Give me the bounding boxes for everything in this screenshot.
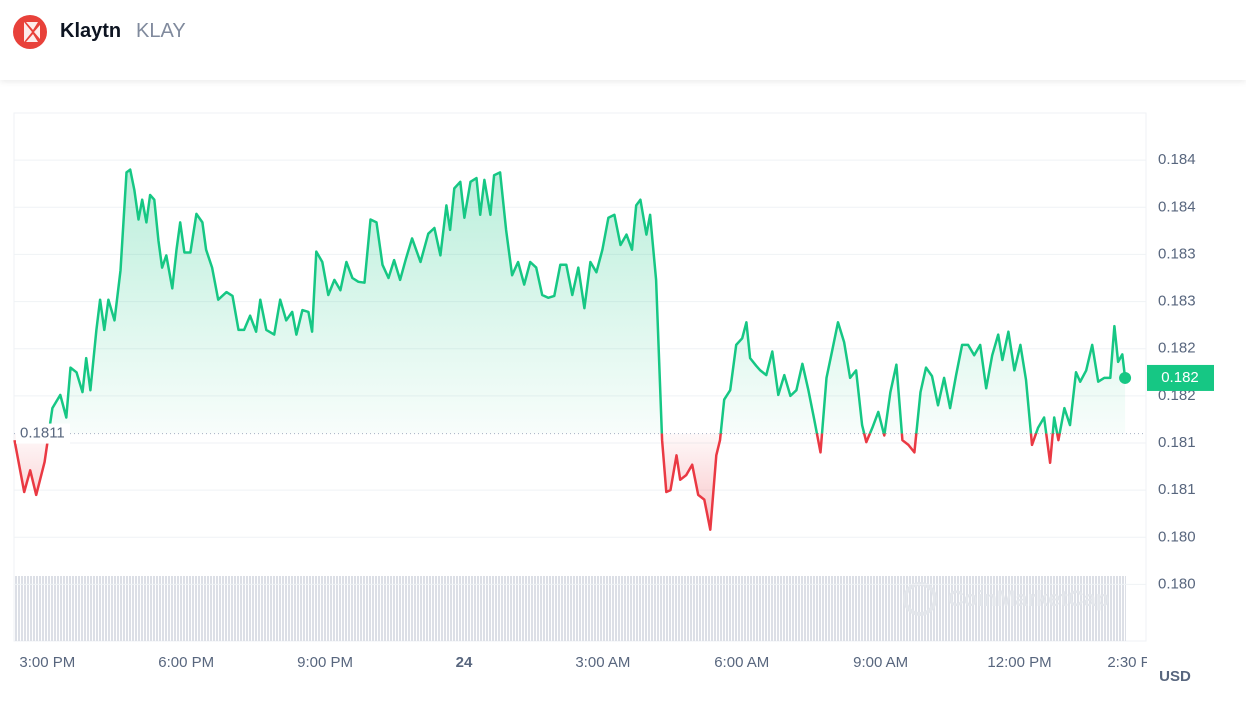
- x-axis: 3:00 PM 6:00 PM 9:00 PM 24 3:00 AM 6:00 AM 9:0…: [19, 654, 1163, 671]
- x-tick-label: 9:00 AM: [853, 654, 908, 671]
- reference-label-group: 0.1811: [16, 423, 70, 444]
- coin-symbol: KLAY: [136, 20, 186, 42]
- currency-label: USD: [1159, 668, 1191, 685]
- x-tick-label: 9:00 PM: [297, 654, 353, 671]
- y-tick-label: 0.184: [1158, 198, 1196, 215]
- x-tick-label: 2:30 PM: [1107, 654, 1163, 671]
- y-tick-label: 0.182: [1158, 387, 1196, 404]
- x-tick-label: 3:00 PM: [19, 654, 75, 671]
- header: Klaytn KLAY: [0, 0, 1246, 80]
- x-tick-label: 6:00 AM: [714, 654, 769, 671]
- last-value-badge: [1147, 364, 1214, 391]
- y-tick-label: 0.183: [1158, 293, 1196, 310]
- y-tick-label: 0.181: [1158, 434, 1196, 451]
- watermark-text: CoinMarketCap: [948, 586, 1109, 611]
- y-tick-label: 0.181: [1158, 481, 1196, 498]
- last-point: [1119, 371, 1132, 384]
- y-tick-label: 0.184: [1158, 151, 1196, 168]
- area-fill: [14, 169, 1126, 530]
- x-tick-label: 6:00 PM: [158, 654, 214, 671]
- volume-bars: [14, 576, 1126, 641]
- y-tick-label: 0.183: [1158, 245, 1196, 262]
- y-tick-label: 0.180: [1158, 575, 1196, 592]
- watermark: CoinMarketCap: [903, 582, 1109, 616]
- x-tick-label: 24: [456, 654, 473, 671]
- coin-name: Klaytn: [60, 20, 122, 42]
- logo: [13, 15, 47, 49]
- price-line: [13, 168, 1127, 531]
- y-tick-label: 0.182: [1158, 340, 1196, 357]
- last-value-label: 0.182: [1161, 369, 1199, 386]
- x-tick-label: 3:00 AM: [575, 654, 630, 671]
- reference-label-bg: [16, 423, 70, 444]
- chart: CoinMarketCap 0.1811 0.180 0.180 0.181 0.18…: [13, 112, 1214, 685]
- reference-label: 0.1811: [20, 425, 65, 442]
- x-tick-label: 12:00 PM: [987, 654, 1051, 671]
- y-tick-label: 0.180: [1158, 528, 1196, 545]
